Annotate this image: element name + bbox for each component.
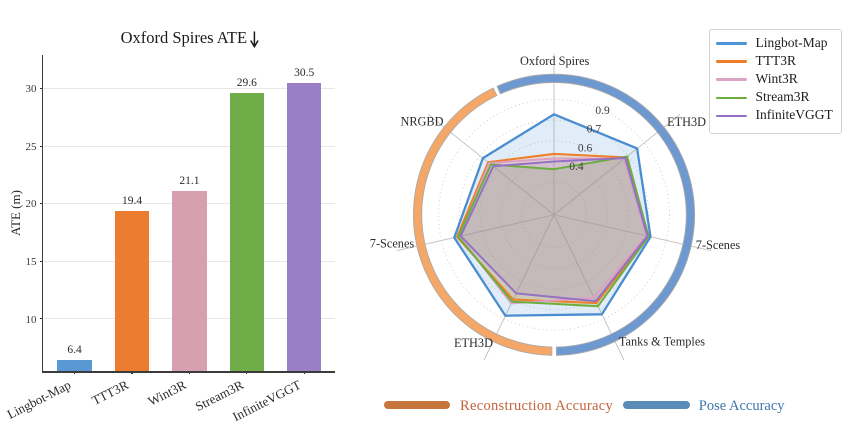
svg-text:0.7: 0.7: [587, 123, 602, 135]
svg-text:7-Scenes: 7-Scenes: [370, 237, 415, 251]
svg-text:0.6: 0.6: [578, 142, 593, 154]
svg-text:Oxford Spires: Oxford Spires: [520, 54, 590, 68]
svg-text:ETH3D: ETH3D: [667, 115, 706, 129]
svg-text:ETH3D: ETH3D: [454, 336, 493, 350]
svg-text:Tanks & Temples: Tanks & Temples: [619, 335, 705, 349]
svg-text:0.4: 0.4: [569, 161, 584, 173]
svg-text:NRGBD: NRGBD: [400, 115, 443, 129]
svg-text:7-Scenes: 7-Scenes: [696, 238, 741, 252]
svg-text:0.9: 0.9: [595, 105, 610, 117]
